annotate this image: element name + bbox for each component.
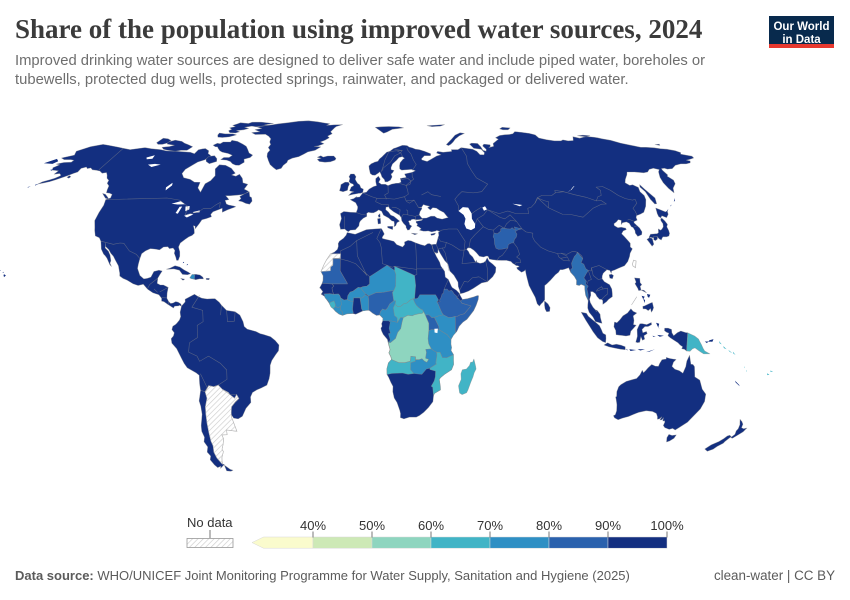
svg-text:100%: 100% bbox=[650, 518, 684, 533]
svg-text:90%: 90% bbox=[595, 518, 621, 533]
svg-text:50%: 50% bbox=[359, 518, 385, 533]
svg-text:40%: 40% bbox=[300, 518, 326, 533]
svg-text:80%: 80% bbox=[536, 518, 562, 533]
svg-text:70%: 70% bbox=[477, 518, 503, 533]
svg-text:60%: 60% bbox=[418, 518, 444, 533]
